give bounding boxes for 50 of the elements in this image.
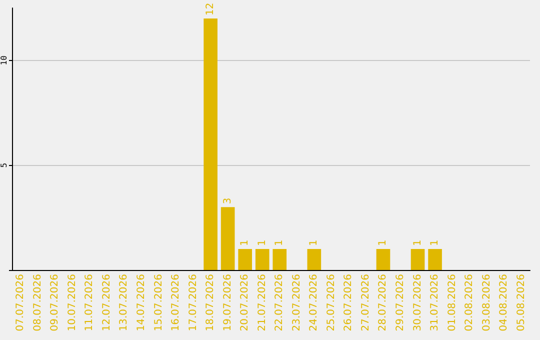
- bar: [428, 249, 442, 270]
- x-tick-label: 12.07.2026: [101, 274, 112, 332]
- y-tick-label: 10: [0, 55, 8, 66]
- x-tick-label: 09.07.2026: [50, 274, 61, 332]
- x-tick-label: 04.08.2026: [498, 274, 510, 332]
- x-tick-label: 30.07.2026: [412, 274, 424, 332]
- x-tick-label: 02.08.2026: [464, 274, 476, 332]
- x-tick-label: 14.07.2026: [136, 274, 147, 332]
- x-tick-label: 19.07.2026: [222, 274, 234, 332]
- x-tick-label: 01.08.2026: [446, 274, 458, 332]
- x-tick-label: 03.08.2026: [481, 274, 492, 332]
- data-label: 1: [412, 240, 424, 246]
- x-tick-label: 08.07.2026: [32, 274, 44, 332]
- x-tick-label: 27.07.2026: [360, 274, 372, 332]
- data-label: 1: [274, 240, 286, 246]
- x-tick-label: 22.07.2026: [274, 274, 286, 332]
- bar: [255, 249, 270, 270]
- x-tick-label: 28.07.2026: [378, 274, 389, 332]
- data-label: 1: [308, 240, 320, 246]
- x-tick-label: 15.07.2026: [153, 274, 164, 332]
- bar: [410, 249, 425, 270]
- bar: [238, 249, 252, 270]
- x-tick-label: 17.07.2026: [188, 274, 199, 332]
- x-tick-label: 18.07.2026: [205, 274, 216, 332]
- data-label: 1: [430, 240, 441, 246]
- data-label: 12: [205, 2, 216, 16]
- x-tick-label: 10.07.2026: [66, 274, 78, 332]
- x-tick-label: 23.07.2026: [291, 274, 302, 332]
- x-tick-label: 24.07.2026: [308, 274, 320, 332]
- bar: [376, 249, 390, 270]
- data-label: 1: [256, 240, 268, 246]
- data-label: 3: [222, 198, 234, 204]
- bar: [272, 249, 287, 270]
- x-tick-label: 05.08.2026: [516, 274, 527, 332]
- x-tick-label: 21.07.2026: [256, 274, 268, 332]
- x-tick-label: 31.07.2026: [430, 274, 441, 332]
- data-label: 1: [240, 240, 251, 246]
- x-tick-label: 26.07.2026: [343, 274, 354, 332]
- data-label: 1: [378, 240, 389, 246]
- x-tick-label: 20.07.2026: [240, 274, 251, 332]
- x-tick-label: 13.07.2026: [118, 274, 130, 332]
- x-tick-label: 07.07.2026: [15, 274, 26, 332]
- x-tick-label: 16.07.2026: [170, 274, 182, 332]
- y-tick-label: 5: [0, 162, 8, 168]
- bar: [204, 18, 218, 270]
- x-tick-label: 29.07.2026: [395, 274, 406, 332]
- bar: [307, 249, 322, 270]
- bar: [220, 207, 235, 270]
- x-tick-label: 25.07.2026: [326, 274, 337, 332]
- x-tick-label: 11.07.2026: [84, 274, 96, 332]
